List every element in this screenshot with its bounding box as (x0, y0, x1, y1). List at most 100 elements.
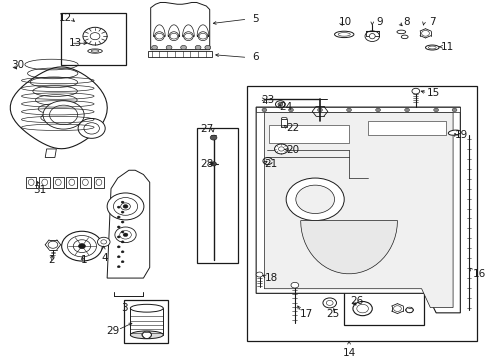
Ellipse shape (447, 130, 460, 135)
Polygon shape (150, 3, 209, 50)
Circle shape (123, 233, 128, 237)
Circle shape (79, 244, 85, 249)
Bar (80, 177, 90, 188)
Ellipse shape (396, 30, 405, 34)
Bar (53, 177, 63, 188)
Text: 27: 27 (200, 124, 213, 134)
Text: 29: 29 (106, 326, 119, 336)
Bar (26, 177, 37, 188)
Text: 24: 24 (278, 102, 291, 112)
Circle shape (322, 298, 336, 308)
Ellipse shape (154, 32, 164, 41)
Ellipse shape (169, 32, 179, 41)
Circle shape (262, 108, 266, 112)
Polygon shape (300, 221, 397, 274)
Bar (40, 177, 50, 188)
Circle shape (277, 103, 282, 106)
Circle shape (195, 45, 201, 50)
Circle shape (364, 31, 379, 41)
Ellipse shape (130, 304, 163, 312)
Text: 8: 8 (402, 17, 408, 27)
Circle shape (317, 108, 322, 112)
Bar (256, 107, 459, 112)
Text: 19: 19 (454, 130, 467, 140)
Ellipse shape (130, 331, 163, 339)
Ellipse shape (43, 101, 84, 129)
Polygon shape (153, 25, 165, 36)
Text: 1: 1 (81, 255, 87, 265)
Bar (93, 177, 104, 188)
Text: 20: 20 (285, 145, 299, 156)
Circle shape (204, 45, 210, 50)
Circle shape (166, 45, 172, 50)
Polygon shape (264, 112, 452, 307)
Circle shape (451, 108, 456, 112)
Circle shape (117, 256, 120, 258)
Text: 9: 9 (376, 17, 382, 27)
Text: 22: 22 (285, 123, 299, 134)
Circle shape (83, 27, 107, 45)
Ellipse shape (198, 32, 207, 41)
Polygon shape (256, 107, 459, 313)
Circle shape (285, 178, 344, 221)
Polygon shape (107, 170, 149, 278)
Circle shape (404, 108, 408, 112)
Polygon shape (45, 149, 56, 157)
Polygon shape (367, 121, 445, 135)
Circle shape (117, 246, 120, 248)
Circle shape (142, 331, 151, 338)
Text: 26: 26 (349, 297, 363, 306)
Circle shape (121, 211, 124, 213)
Bar (281, 119, 286, 127)
Circle shape (288, 108, 293, 112)
Ellipse shape (281, 126, 286, 128)
Text: 23: 23 (261, 95, 274, 105)
Circle shape (117, 236, 120, 238)
Polygon shape (269, 125, 348, 143)
Circle shape (121, 261, 124, 263)
Bar (66, 177, 77, 188)
Circle shape (117, 226, 120, 228)
Text: 15: 15 (426, 88, 439, 98)
Text: 30: 30 (11, 59, 24, 69)
Circle shape (121, 251, 124, 253)
Text: 31: 31 (33, 185, 46, 195)
Text: 12: 12 (59, 13, 72, 23)
Circle shape (115, 227, 136, 243)
Bar (148, 51, 212, 58)
Circle shape (61, 231, 102, 261)
Text: 4: 4 (101, 252, 108, 262)
Polygon shape (10, 67, 107, 149)
Circle shape (274, 144, 287, 154)
Bar (124, 301, 167, 343)
Text: 28: 28 (200, 159, 213, 169)
Bar (344, 288, 423, 325)
Ellipse shape (401, 35, 407, 39)
Text: 25: 25 (325, 309, 339, 319)
Circle shape (151, 45, 157, 50)
Bar (247, 86, 476, 341)
Text: 6: 6 (252, 53, 258, 62)
Text: 2: 2 (48, 255, 55, 265)
Text: 5: 5 (252, 14, 258, 24)
Text: 14: 14 (342, 348, 355, 357)
Circle shape (78, 118, 105, 138)
Ellipse shape (281, 117, 286, 120)
Ellipse shape (183, 32, 193, 41)
Circle shape (405, 307, 412, 313)
Polygon shape (168, 25, 180, 36)
Ellipse shape (91, 50, 99, 52)
Circle shape (295, 185, 334, 213)
Text: 3: 3 (121, 303, 127, 313)
Bar (196, 129, 237, 263)
Text: 13: 13 (68, 38, 81, 48)
Circle shape (48, 241, 58, 248)
Circle shape (107, 193, 143, 220)
Circle shape (117, 206, 120, 208)
Circle shape (97, 237, 110, 247)
Circle shape (123, 204, 128, 208)
Bar (130, 308, 163, 335)
Circle shape (290, 282, 298, 288)
Circle shape (121, 241, 124, 243)
Circle shape (210, 162, 216, 166)
